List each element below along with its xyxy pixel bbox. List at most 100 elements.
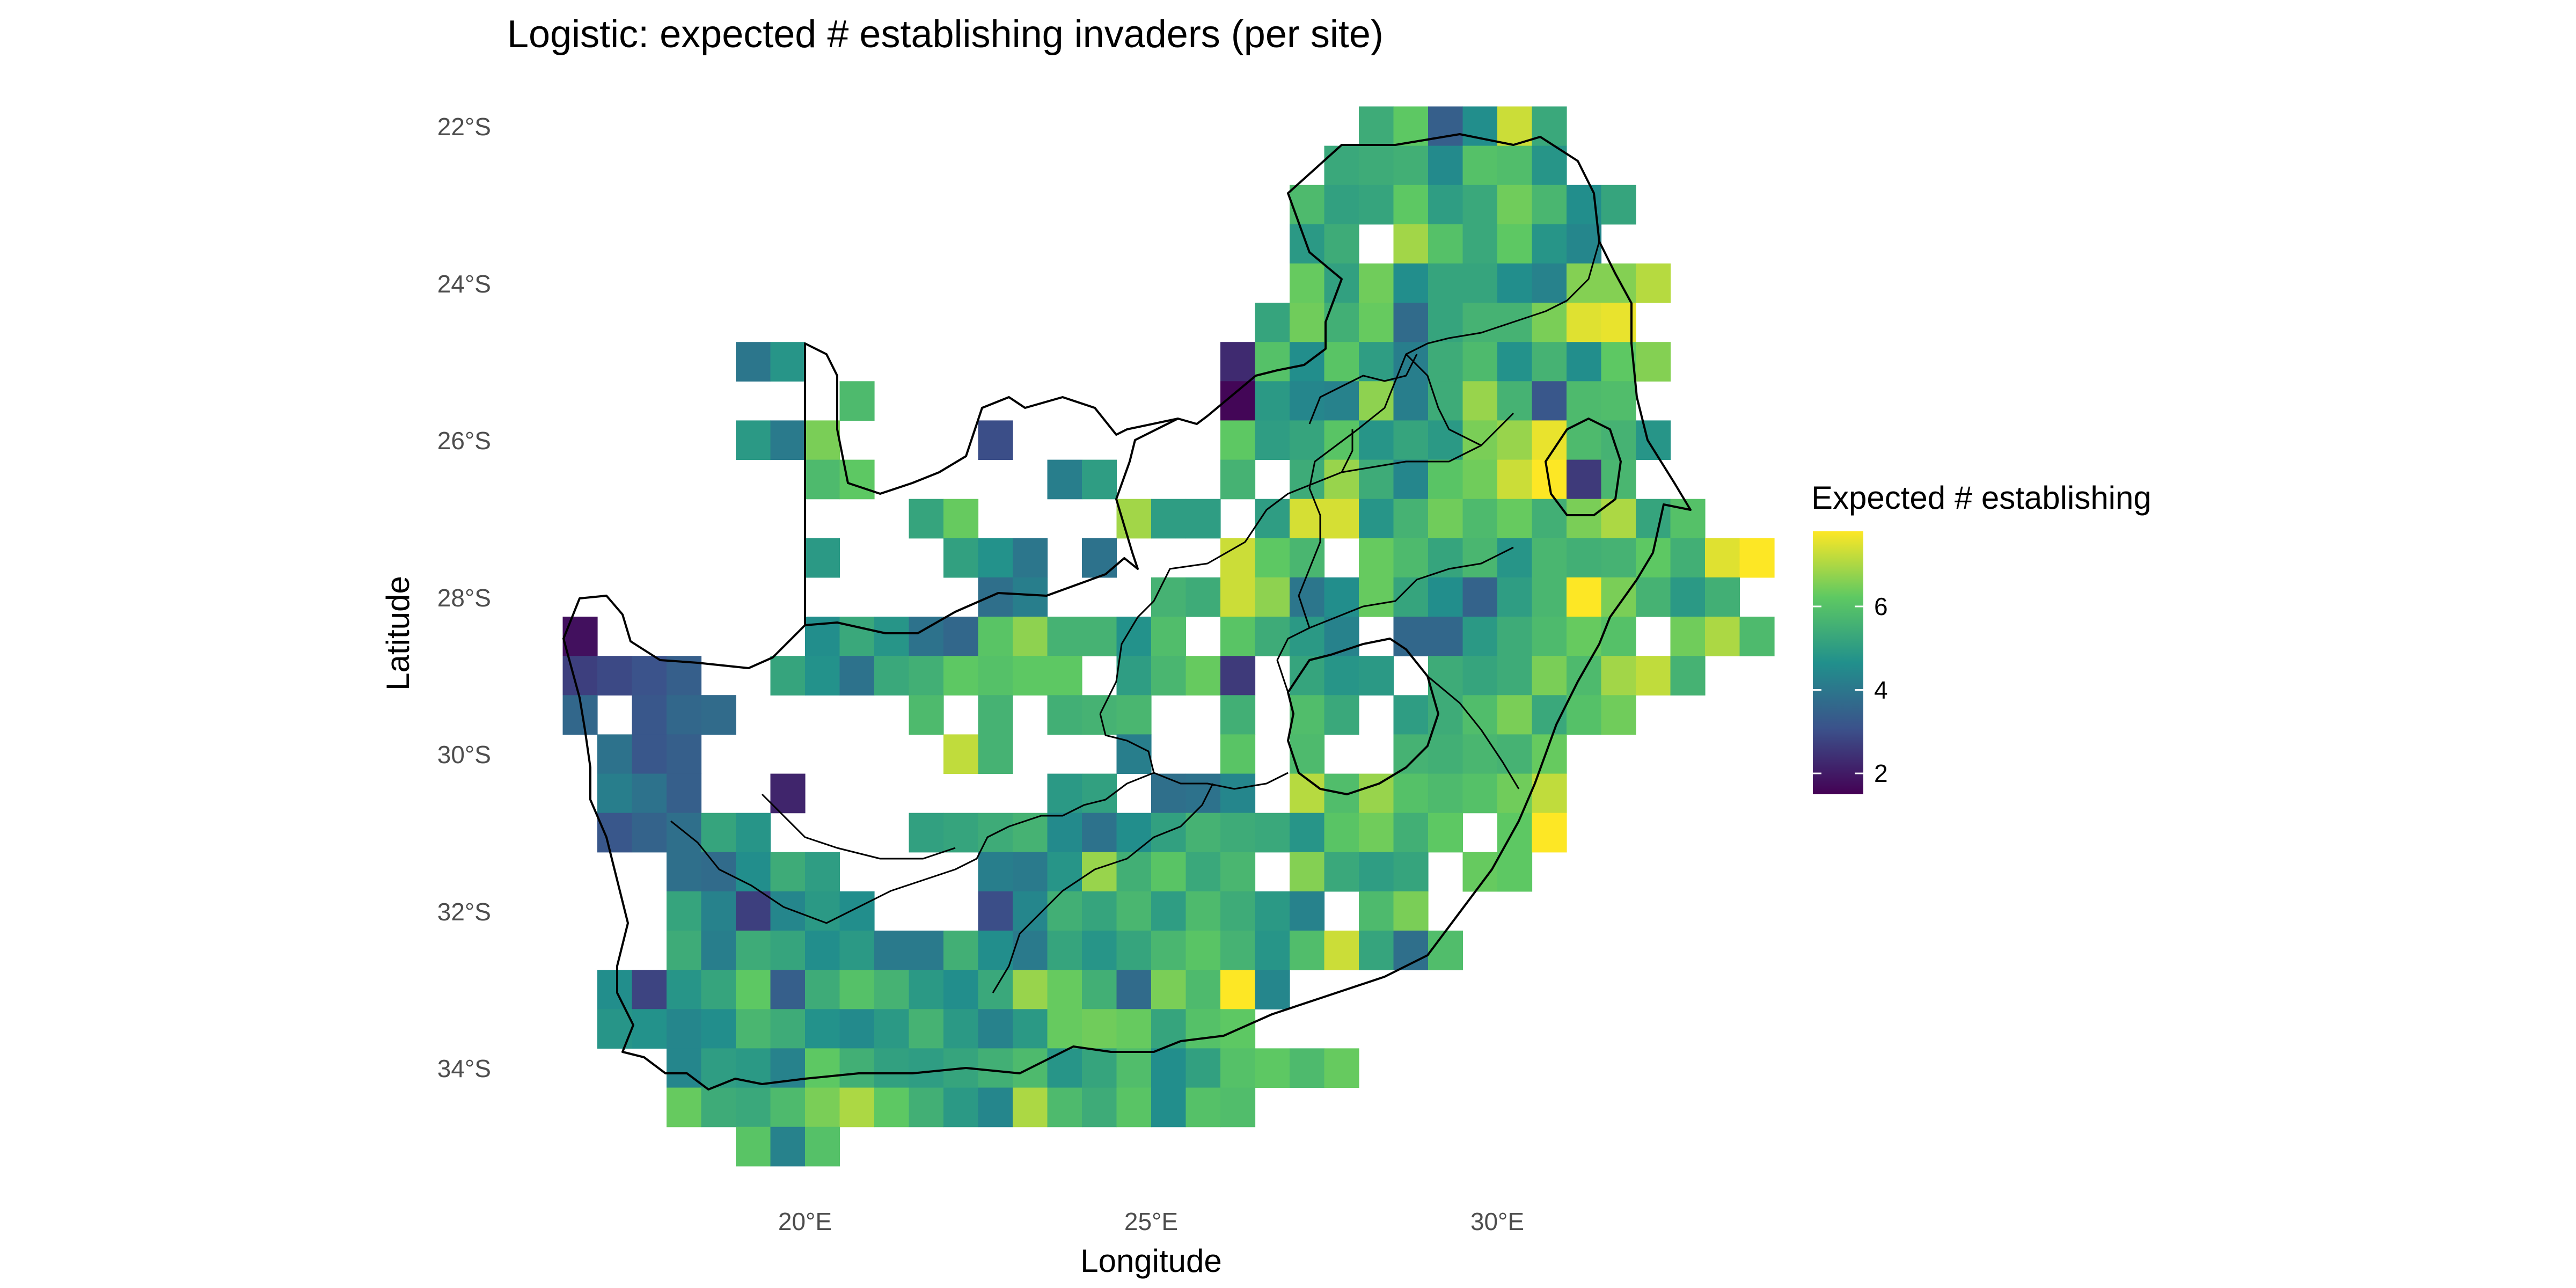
raster-cell	[1532, 538, 1567, 578]
raster-cell	[1185, 1048, 1221, 1088]
raster-cell	[736, 931, 771, 970]
raster-cell	[1185, 499, 1221, 539]
raster-cell	[1532, 577, 1567, 617]
raster-cell	[770, 931, 806, 970]
raster-cell	[1359, 931, 1394, 970]
raster-cell	[1462, 459, 1498, 500]
raster-cell	[1185, 656, 1221, 696]
raster-cell	[667, 1009, 702, 1049]
south-africa-outline	[562, 133, 1692, 1091]
raster-cell	[943, 656, 979, 696]
raster-cell	[1116, 734, 1152, 774]
raster-cell	[1082, 459, 1117, 500]
raster-cell	[1670, 538, 1706, 578]
raster-cell	[1567, 342, 1602, 382]
raster-cell	[1532, 734, 1567, 774]
raster-cell	[1220, 342, 1256, 382]
raster-cell	[770, 852, 806, 892]
raster-cell	[1532, 185, 1567, 225]
raster-cell	[1082, 891, 1117, 931]
raster-cell	[1532, 106, 1567, 147]
raster-cell	[1290, 459, 1325, 500]
raster-cell	[1462, 145, 1498, 186]
raster-cell	[874, 1009, 910, 1049]
raster-cell	[1497, 342, 1533, 382]
raster-cell	[1220, 931, 1256, 970]
raster-cell	[1290, 577, 1325, 617]
raster-cell	[1393, 224, 1429, 264]
legend-tick-label: 6	[1874, 592, 1888, 620]
y-tick-label: 22°S	[437, 113, 491, 141]
raster-cell	[1532, 342, 1567, 382]
raster-cell	[1151, 1087, 1187, 1128]
raster-cell	[978, 695, 1013, 735]
raster-cell	[1670, 617, 1706, 656]
raster-cell	[1290, 185, 1325, 225]
raster-cell	[1739, 538, 1775, 578]
raster-cell	[1220, 695, 1256, 735]
raster-cell	[1324, 381, 1359, 421]
country-boundary	[562, 133, 1692, 1091]
raster-cell	[1013, 656, 1048, 696]
legend-ticks: 2 4 6	[1813, 592, 1888, 787]
raster-cell	[874, 1087, 910, 1128]
raster-cell	[1324, 852, 1359, 892]
raster-cell	[943, 538, 979, 578]
raster-cell	[978, 420, 1013, 460]
raster-cell	[1393, 813, 1429, 853]
raster-cell	[1324, 577, 1359, 617]
raster-cell	[1532, 381, 1567, 421]
raster-cell	[1324, 224, 1359, 264]
raster-cell	[1359, 145, 1394, 186]
raster-cell	[1601, 695, 1636, 735]
raster-cell	[597, 734, 633, 774]
raster-cell	[909, 1009, 944, 1049]
raster-cell	[1047, 617, 1082, 656]
raster-cell	[1255, 931, 1290, 970]
raster-cell	[1636, 420, 1671, 460]
raster-cell	[1601, 185, 1636, 225]
raster-cell	[736, 1126, 771, 1167]
raster-cell	[1255, 303, 1290, 342]
raster-cell	[1359, 813, 1394, 853]
raster-cell	[1013, 970, 1048, 1009]
raster-cell	[1497, 577, 1533, 617]
raster-cell	[770, 970, 806, 1009]
raster-cell	[978, 656, 1013, 696]
raster-cell	[1082, 617, 1117, 656]
raster-cell	[1255, 538, 1290, 578]
raster-cell	[1601, 538, 1636, 578]
raster-cell	[1393, 381, 1429, 421]
raster-cell	[805, 1048, 840, 1088]
y-axis-title: Latitude	[380, 576, 416, 691]
raster-cell	[839, 931, 875, 970]
raster-cell	[1567, 577, 1602, 617]
raster-cell	[909, 813, 944, 853]
raster-cell	[1462, 185, 1498, 225]
raster-cell	[1428, 617, 1463, 656]
raster-cell	[978, 1048, 1013, 1088]
raster-cell	[1013, 577, 1048, 617]
raster-cell	[632, 734, 667, 774]
y-tick-label: 24°S	[437, 270, 491, 298]
raster-cell	[1393, 538, 1429, 578]
raster-cell	[1428, 145, 1463, 186]
raster-cell	[1359, 185, 1394, 225]
raster-cell	[1151, 656, 1187, 696]
raster-cell	[1151, 773, 1187, 814]
raster-cell	[839, 1009, 875, 1049]
raster-cell	[1497, 695, 1533, 735]
raster-cell	[978, 577, 1013, 617]
raster-cell	[1670, 577, 1706, 617]
raster-cell	[1532, 773, 1567, 814]
raster-cell	[632, 813, 667, 853]
raster-cell	[667, 695, 702, 735]
raster-cell	[1324, 695, 1359, 735]
raster-cell	[562, 656, 598, 696]
raster-cell	[770, 1009, 806, 1049]
raster-cell	[1220, 1087, 1256, 1128]
raster-cell	[1705, 577, 1740, 617]
raster-cell	[978, 617, 1013, 656]
raster-cell	[943, 1009, 979, 1049]
raster-cell	[1393, 499, 1429, 539]
